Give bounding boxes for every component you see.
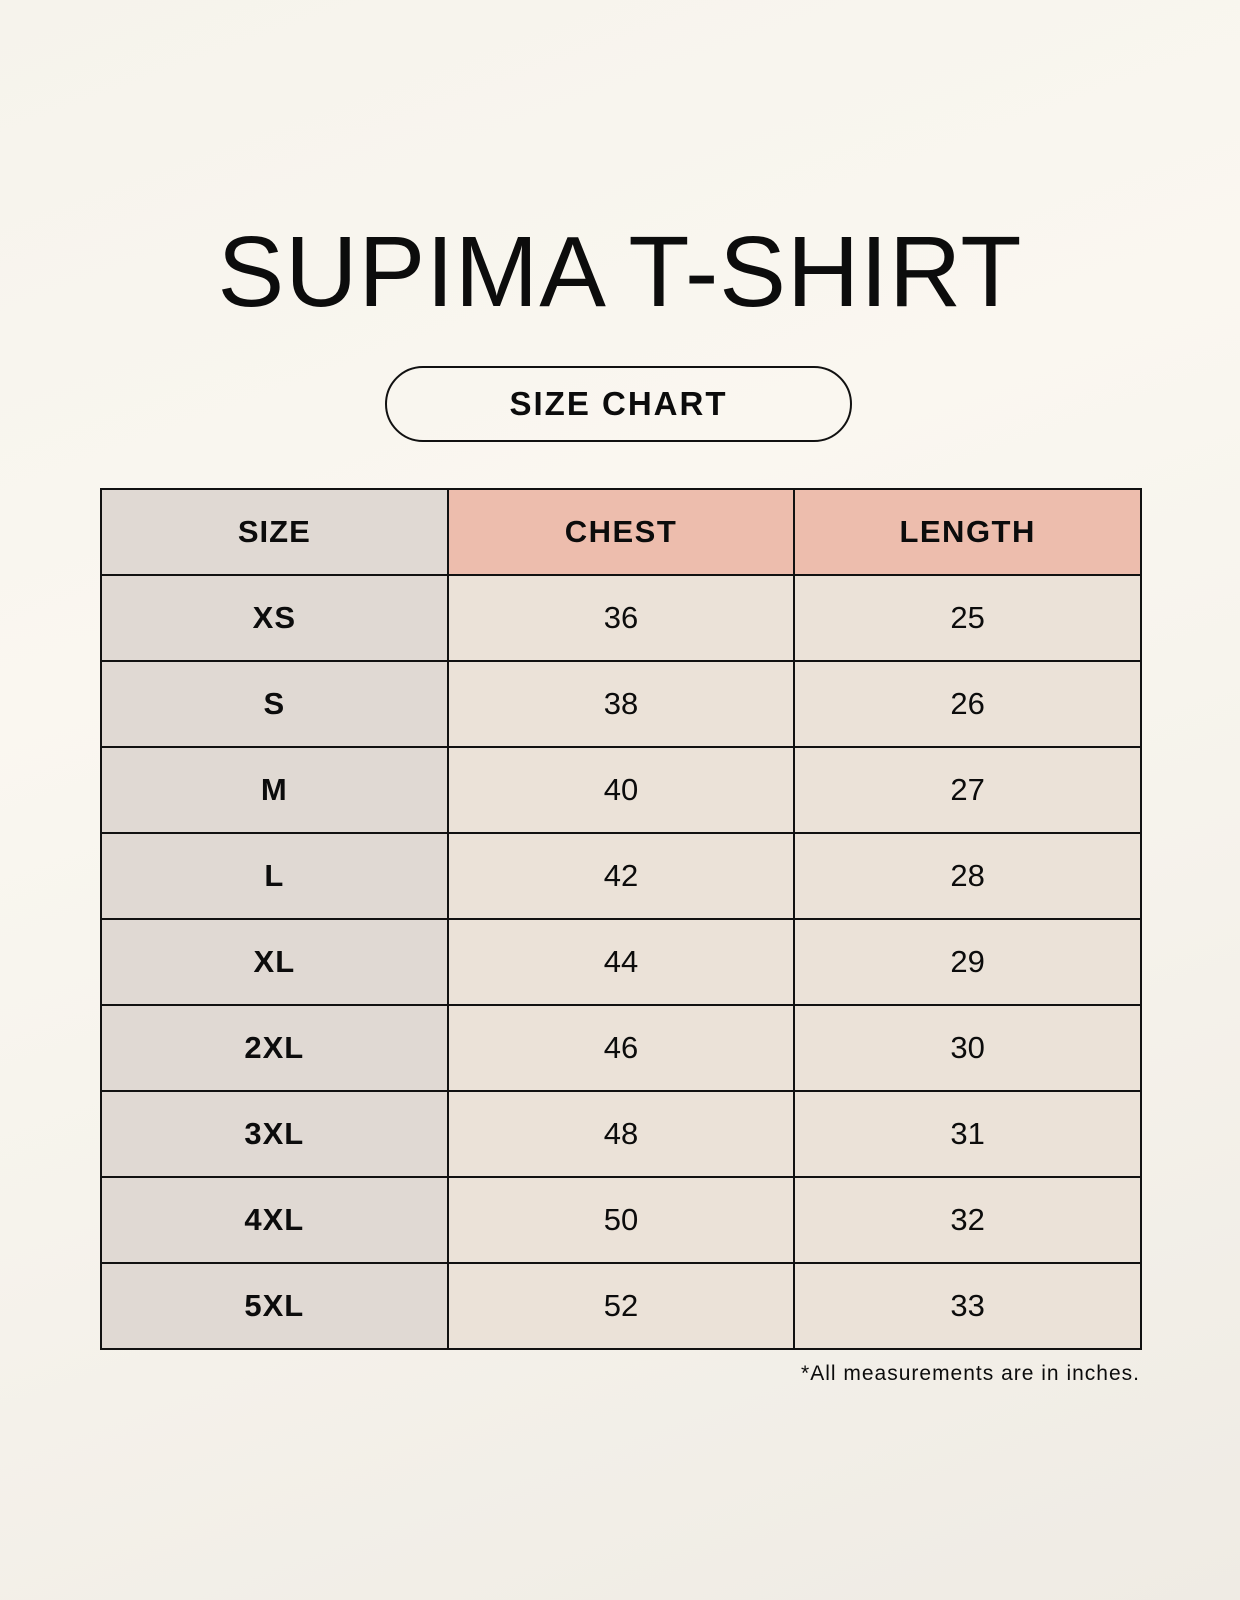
cell-length: 25: [793, 574, 1142, 662]
table-row: S 38 26: [100, 660, 1142, 748]
size-chart-badge: SIZE CHART: [385, 366, 852, 442]
cell-length: 32: [793, 1176, 1142, 1264]
cell-chest: 50: [446, 1176, 796, 1264]
table-row: 4XL 50 32: [100, 1176, 1142, 1264]
table-row: XS 36 25: [100, 574, 1142, 662]
cell-size: L: [100, 832, 449, 920]
table-row: XL 44 29: [100, 918, 1142, 1006]
cell-size: 2XL: [100, 1004, 449, 1092]
cell-chest: 52: [446, 1262, 796, 1350]
header-chest: CHEST: [446, 488, 796, 576]
cell-length: 27: [793, 746, 1142, 834]
cell-chest: 40: [446, 746, 796, 834]
page-title: SUPIMA T-SHIRT: [217, 216, 1023, 328]
cell-size: XL: [100, 918, 449, 1006]
cell-length: 29: [793, 918, 1142, 1006]
cell-length: 33: [793, 1262, 1142, 1350]
cell-chest: 48: [446, 1090, 796, 1178]
cell-chest: 42: [446, 832, 796, 920]
cell-length: 28: [793, 832, 1142, 920]
size-table: SIZE CHEST LENGTH XS 36 25 S 38 26 M 40 27 L 42 28 X…: [100, 488, 1142, 1350]
cell-length: 26: [793, 660, 1142, 748]
cell-size: XS: [100, 574, 449, 662]
table-row: M 40 27: [100, 746, 1142, 834]
table-row: 3XL 48 31: [100, 1090, 1142, 1178]
cell-length: 31: [793, 1090, 1142, 1178]
table-row: 2XL 46 30: [100, 1004, 1142, 1092]
footnote: *All measurements are in inches.: [801, 1362, 1140, 1385]
header-length: LENGTH: [793, 488, 1142, 576]
cell-chest: 36: [446, 574, 796, 662]
cell-size: 4XL: [100, 1176, 449, 1264]
cell-chest: 44: [446, 918, 796, 1006]
table-header-row: SIZE CHEST LENGTH: [100, 488, 1142, 576]
cell-size: M: [100, 746, 449, 834]
table-row: 5XL 52 33: [100, 1262, 1142, 1350]
cell-chest: 38: [446, 660, 796, 748]
cell-length: 30: [793, 1004, 1142, 1092]
cell-chest: 46: [446, 1004, 796, 1092]
cell-size: 3XL: [100, 1090, 449, 1178]
table-row: L 42 28: [100, 832, 1142, 920]
cell-size: 5XL: [100, 1262, 449, 1350]
header-size: SIZE: [100, 488, 449, 576]
cell-size: S: [100, 660, 449, 748]
